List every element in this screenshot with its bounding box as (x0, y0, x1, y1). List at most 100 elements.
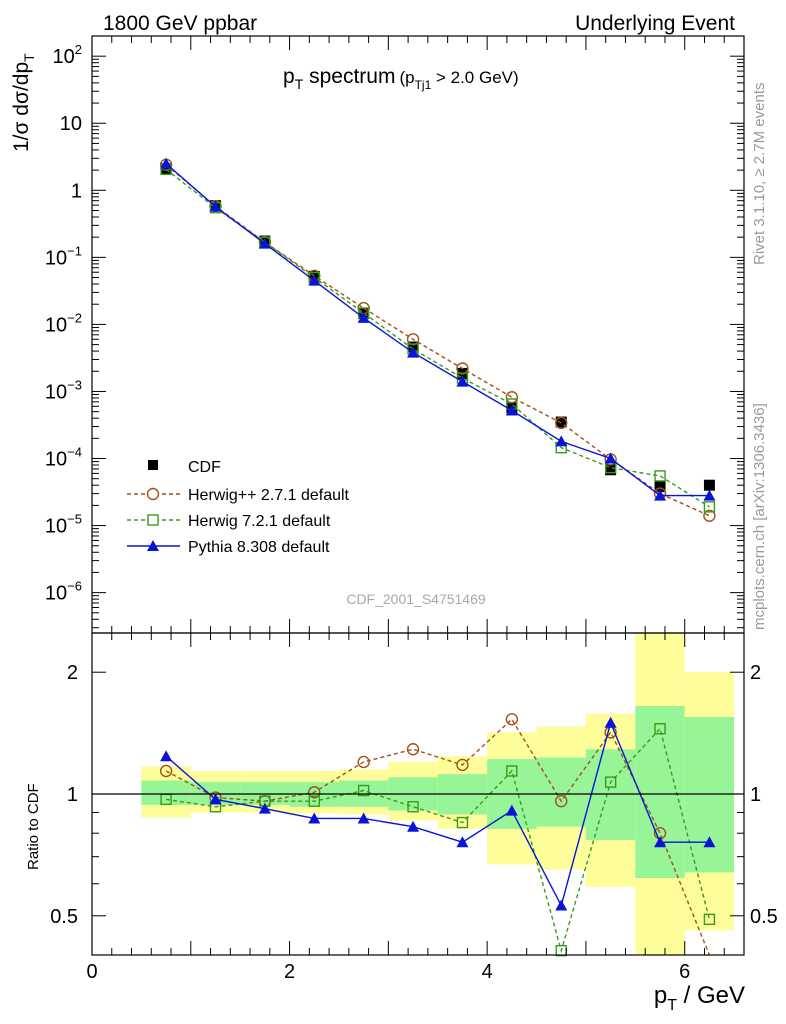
ratio-point-s1-7 (506, 765, 518, 777)
main-line-2 (165, 168, 710, 508)
main-point-s2-10 (654, 470, 666, 482)
legend-label-pythia: Pythia 8.308 default (188, 539, 330, 556)
main-y-tick-label: 1 (71, 180, 82, 202)
main-point-s0-0 (160, 163, 172, 175)
legend-entry-cdf: CDF (148, 459, 221, 476)
main-point-s3-2 (258, 237, 271, 249)
header-right: Underlying Event (575, 12, 735, 35)
mcplots-label: mcplots.cern.ch [arXiv:1306.3436] (751, 403, 768, 630)
ratio-point-s1-9 (604, 776, 617, 788)
main-y-tick-label: 10−4 (45, 445, 82, 471)
ratio-point-s0-4 (357, 755, 370, 769)
main-y-tick-label: 10−2 (45, 310, 82, 336)
main-point-s0-11 (703, 479, 715, 491)
x-tick-label: 4 (482, 961, 493, 983)
ratio-point-s1-6 (456, 816, 469, 829)
main-point-s3-5 (407, 346, 420, 358)
main-point-s3-0 (160, 157, 173, 169)
ratio-y-tick-label-left: 0.5 (50, 906, 78, 928)
ratio-point-s2-11 (703, 836, 716, 848)
main-ylabel: 1/σ dσ/dpT (10, 53, 37, 152)
ratio-line-0 (165, 718, 711, 956)
main-y-tick-label: 10−5 (45, 512, 82, 538)
main-point-s3-7 (505, 404, 518, 416)
main-y-tick-label: 10−3 (45, 377, 82, 403)
ratio-point-s2-0 (160, 750, 173, 762)
main-y-tick-label: 10−1 (45, 243, 82, 269)
legend-marker-herwig7 (147, 514, 159, 526)
main-point-s3-6 (456, 375, 469, 387)
ratio-point-s2-8 (555, 899, 568, 911)
ratio-point-s0-3 (308, 786, 321, 799)
main-point-s1-6 (456, 362, 469, 375)
main-point-s0-8 (555, 416, 567, 428)
ratio-point-s1-4 (357, 784, 370, 797)
ratio-band-green (141, 780, 191, 805)
rivet-label: Rivet 3.1.10, ≥ 2.7M events (751, 83, 768, 266)
main-point-s3-3 (308, 274, 321, 286)
ratio-y-tick-label-left: 2 (67, 662, 78, 684)
ratio-band-green (536, 757, 586, 827)
ratio-y-tick-label-right: 2 (750, 662, 761, 684)
main-point-s3-11 (703, 489, 716, 501)
main-point-s1-5 (406, 333, 420, 346)
ratio-point-s0-7 (505, 713, 519, 726)
main-line-1 (165, 164, 710, 517)
main-point-s2-11 (703, 501, 716, 513)
ratio-ylabel: Ratio to CDF (25, 783, 42, 870)
legend-entry-herwigpp: Herwig++ 2.7.1 default (127, 487, 350, 504)
ratio-point-s2-3 (308, 812, 321, 824)
x-tick-label: 2 (284, 961, 295, 983)
main-point-s3-10 (654, 489, 667, 501)
plot-axes (91, 35, 745, 956)
ratio-point-s2-6 (456, 836, 469, 848)
legend-label-herwig7: Herwig 7.2.1 default (188, 513, 331, 530)
main-point-s3-9 (604, 452, 617, 464)
main-point-s3-1 (209, 200, 222, 212)
main-y-tick-label: 10−6 (45, 579, 82, 605)
legend-label-herwigpp: Herwig++ 2.7.1 default (188, 487, 350, 504)
ratio-point-s0-0 (159, 764, 173, 778)
analysis-id: CDF_2001_S4751469 (346, 591, 486, 607)
ratio-point-s2-5 (407, 820, 420, 832)
ratio-point-s0-5 (406, 743, 420, 756)
main-panel-series (159, 157, 716, 522)
ratio-y-tick-label-right: 0.5 (750, 906, 778, 928)
main-point-s3-4 (357, 311, 370, 323)
ratio-point-s2-1 (209, 793, 222, 805)
ratio-point-s1-5 (407, 801, 419, 813)
legend: CDF Herwig++ 2.7.1 default Herwig 7.2.1 … (127, 459, 350, 556)
legend-entry-herwig7: Herwig 7.2.1 default (127, 513, 331, 530)
ratio-y-tick-label-left: 1 (67, 784, 78, 806)
main-title: pT spectrum (pTj1 > 2.0 GeV) (283, 65, 519, 92)
x-tick-label: 6 (679, 961, 690, 983)
main-point-s0-9 (605, 464, 617, 476)
ratio-point-s0-8 (555, 794, 568, 808)
x-axis-label: pT / GeV (654, 982, 745, 1014)
main-point-s1-7 (505, 391, 519, 404)
ratio-point-s2-4 (357, 812, 370, 824)
ratio-point-s1-11 (703, 913, 716, 926)
header-left: 1800 GeV ppbar (103, 12, 257, 35)
ratio-point-s2-9 (604, 716, 617, 728)
legend-marker-herwigpp (146, 487, 160, 501)
main-point-s3-8 (555, 435, 568, 447)
ratio-y-tick-label-right: 1 (750, 784, 761, 806)
ratio-point-s1-10 (654, 723, 666, 735)
ratio-point-s2-2 (258, 802, 271, 814)
main-point-s1-11 (703, 509, 716, 522)
main-line-3 (165, 163, 710, 497)
legend-marker-pythia (147, 540, 159, 551)
ratio-point-s0-6 (456, 758, 469, 772)
legend-marker-cdf (148, 460, 158, 470)
main-y-tick-label: 102 (53, 42, 82, 68)
ratio-band-green (635, 706, 685, 878)
ratio-point-s2-10 (654, 836, 667, 848)
ratio-panel-series (92, 713, 744, 957)
ratio-line-2 (165, 720, 710, 908)
ratio-line-1 (165, 727, 711, 954)
main-point-s0-10 (654, 481, 666, 493)
ratio-point-s1-3 (308, 795, 320, 807)
x-tick-label: 0 (86, 961, 97, 983)
